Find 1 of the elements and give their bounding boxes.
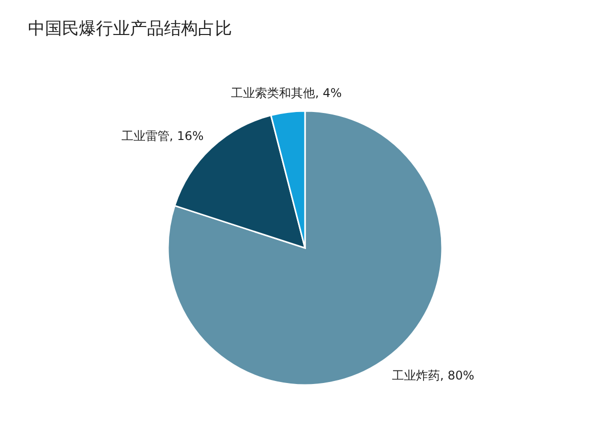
title: 中国民爆行业产品结构占比 [28,19,232,39]
